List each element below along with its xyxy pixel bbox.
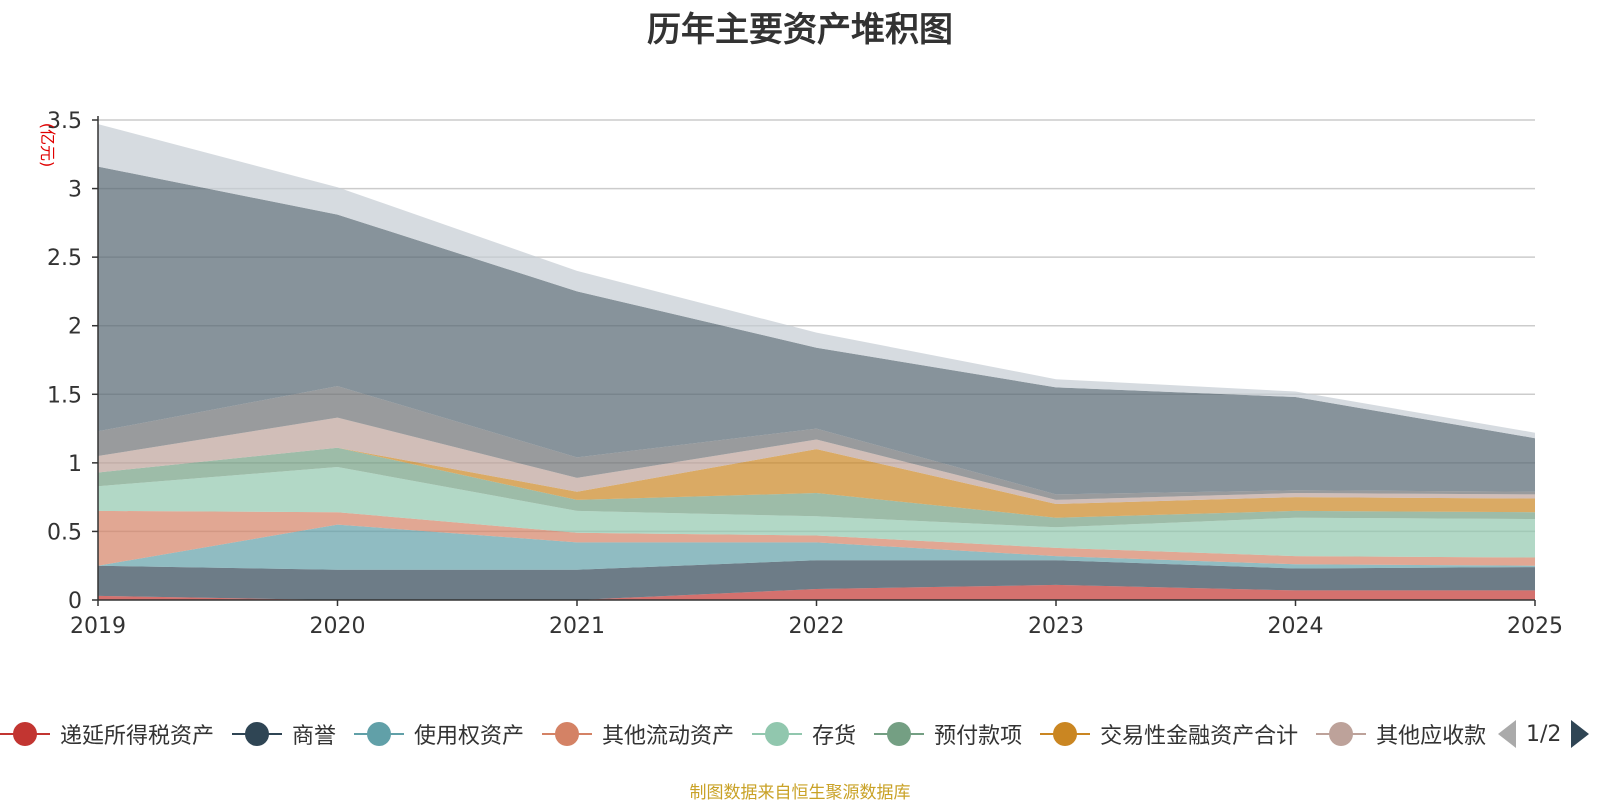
legend-label: 其他应收款 — [1376, 724, 1487, 749]
y-tick-label: 1 — [68, 452, 82, 477]
area-series-9[interactable] — [98, 166, 1535, 495]
y-tick-label: 3 — [68, 178, 82, 203]
area-series-1[interactable] — [98, 560, 1535, 600]
legend-marker-icon — [874, 721, 925, 747]
legend-prev-icon[interactable] — [1498, 720, 1516, 748]
legend-label: 其他流动资产 — [602, 724, 735, 749]
legend-marker-icon — [542, 721, 593, 747]
axes: 0 0.5 1 1.5 2 2.5 3 3.5 2019 2020 2021 2022 2023 2024… — [47, 109, 1563, 639]
legend-pager: 1/2 — [1498, 706, 1600, 762]
legend-item-3[interactable]: 其他流动资产 — [542, 706, 734, 762]
x-tick-label: 2023 — [1028, 614, 1084, 639]
area-series-0[interactable] — [98, 584, 1535, 600]
legend-label: 递延所得税资产 — [60, 724, 215, 749]
area-series-6[interactable] — [98, 447, 1535, 518]
legend-items: 递延所得税资产 商誉 使用权资产 其他流动资产 存货 预付款项 交易性金融资产合计 其他应收款 — [0, 706, 1490, 762]
legend-marker-icon — [1316, 721, 1367, 747]
legend-marker-icon — [1040, 721, 1091, 747]
legend-item-6[interactable]: 交易性金融资产合计 — [1040, 706, 1298, 762]
legend-label: 预付款项 — [934, 724, 1023, 749]
legend-label: 存货 — [812, 724, 857, 749]
legend-marker-icon — [354, 721, 405, 747]
x-tick-label: 2024 — [1268, 614, 1324, 639]
legend-marker-icon — [232, 721, 283, 747]
y-tick-label: 1.5 — [47, 383, 82, 408]
legend-item-2[interactable]: 使用权资产 — [354, 706, 524, 762]
legend: 递延所得税资产 商誉 使用权资产 其他流动资产 存货 预付款项 交易性金融资产合计 其他应收款… — [0, 706, 1600, 762]
legend-marker-icon — [752, 721, 803, 747]
source-note: 制图数据来自恒生聚源数据库 — [689, 783, 911, 803]
x-tick-label: 2021 — [549, 614, 605, 639]
area-series-2[interactable] — [98, 524, 1535, 570]
area-series-4[interactable] — [98, 467, 1535, 558]
x-tick-label: 2020 — [310, 614, 366, 639]
y-tick-label: 0 — [68, 589, 82, 614]
legend-label: 交易性金融资产合计 — [1100, 724, 1299, 749]
x-tick-label: 2019 — [70, 614, 126, 639]
area-series-5[interactable] — [98, 447, 1535, 528]
y-tick-label: 0.5 — [47, 520, 82, 545]
legend-item-7[interactable]: 其他应收款 — [1316, 706, 1486, 762]
legend-marker-icon — [0, 721, 50, 747]
x-tick-label: 2022 — [789, 614, 845, 639]
area-series — [98, 124, 1535, 600]
x-tick-label: 2025 — [1507, 614, 1563, 639]
stacked-area-chart: 0 0.5 1 1.5 2 2.5 3 3.5 2019 2020 2021 2022 2023 2024… — [38, 109, 1563, 639]
y-tick-label: 3.5 — [47, 109, 82, 134]
legend-item-0[interactable]: 递延所得税资产 — [0, 706, 214, 762]
legend-next-icon[interactable] — [1571, 720, 1590, 748]
area-series-7[interactable] — [98, 417, 1535, 504]
chart-title: 历年主要资产堆积图 — [647, 10, 953, 50]
legend-item-5[interactable]: 预付款项 — [874, 706, 1022, 762]
y-tick-label: 2 — [68, 315, 82, 340]
y-tick-label: 2.5 — [47, 246, 82, 271]
y-axis-label: (亿元) — [38, 123, 57, 168]
legend-page-indicator: 1/2 — [1526, 721, 1562, 747]
legend-label: 商誉 — [292, 724, 337, 749]
legend-item-1[interactable]: 商誉 — [232, 706, 336, 762]
legend-item-4[interactable]: 存货 — [752, 706, 856, 762]
legend-label: 使用权资产 — [414, 724, 525, 749]
